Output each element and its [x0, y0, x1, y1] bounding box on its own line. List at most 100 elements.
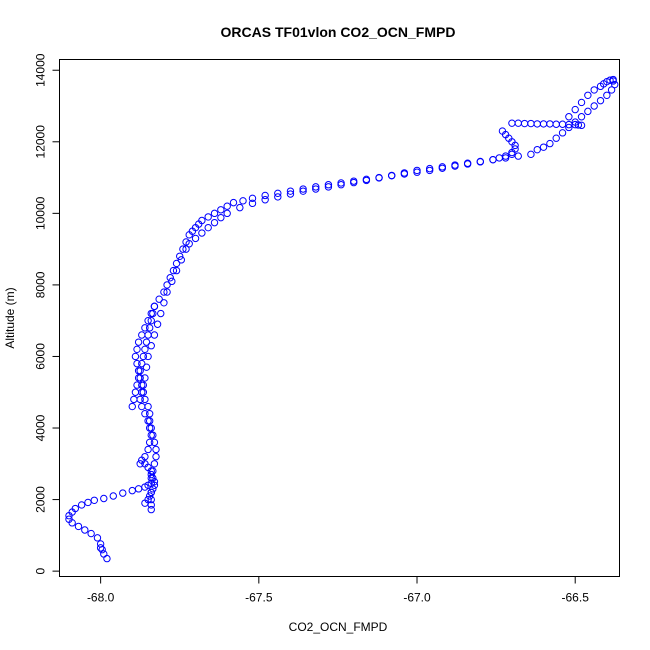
data-point	[413, 166, 421, 175]
data-points	[65, 75, 619, 563]
data-point	[239, 197, 247, 205]
data-point	[312, 183, 320, 191]
data-point	[81, 526, 89, 534]
data-point	[145, 424, 154, 432]
data-point	[584, 107, 592, 116]
data-point	[142, 363, 151, 371]
data-point	[172, 266, 181, 275]
data-point	[138, 331, 146, 339]
data-point	[498, 127, 507, 135]
data-point	[476, 157, 484, 166]
data-point	[489, 155, 497, 164]
data-point	[155, 295, 163, 303]
x-tick-label: -68.0	[87, 591, 115, 605]
data-point	[109, 492, 117, 500]
data-point	[565, 123, 573, 132]
data-point	[141, 374, 149, 382]
data-point	[527, 119, 535, 128]
data-point	[150, 438, 159, 447]
data-point	[147, 467, 155, 475]
data-point	[577, 98, 586, 107]
data-point	[150, 460, 159, 468]
data-point	[229, 198, 238, 207]
y-tick-label: 2000	[34, 486, 48, 513]
data-point	[90, 496, 99, 504]
data-point	[324, 181, 333, 189]
data-point	[400, 169, 409, 177]
data-point	[185, 240, 193, 248]
data-point	[145, 410, 154, 418]
data-point	[539, 120, 548, 128]
data-point	[590, 86, 598, 94]
data-point	[501, 154, 510, 162]
data-point	[217, 206, 225, 214]
data-point	[546, 120, 554, 128]
y-tick-label: 12000	[34, 125, 48, 159]
data-point	[609, 77, 617, 85]
data-point	[128, 402, 136, 411]
data-point	[141, 345, 149, 354]
data-point	[375, 174, 383, 182]
data-point	[74, 522, 83, 531]
data-point	[571, 118, 579, 126]
data-point	[100, 494, 108, 503]
data-point	[139, 352, 148, 361]
data-point	[149, 309, 157, 318]
data-point	[163, 281, 171, 289]
data-point	[261, 196, 269, 204]
y-tick-label: 0	[34, 567, 48, 574]
y-axis-label: Altitude (m)	[3, 287, 17, 348]
x-axis: -68.0 -67.5 -67.0 -66.5	[87, 576, 590, 605]
data-point	[138, 359, 146, 368]
data-point	[96, 540, 105, 548]
data-point	[168, 277, 176, 286]
data-point	[520, 119, 529, 128]
data-point	[71, 504, 80, 513]
data-point	[223, 209, 231, 218]
data-point	[169, 266, 178, 275]
data-point	[87, 529, 95, 538]
data-point	[514, 119, 522, 127]
data-point	[150, 331, 159, 339]
data-point	[160, 288, 168, 296]
data-point	[508, 119, 516, 127]
data-point	[261, 191, 269, 200]
data-point	[565, 113, 573, 121]
data-point	[145, 324, 154, 332]
data-point	[552, 134, 560, 142]
data-point	[147, 316, 155, 325]
data-point	[248, 199, 257, 208]
data-point	[134, 374, 143, 382]
data-point	[144, 316, 152, 325]
data-point	[558, 120, 567, 128]
data-point	[603, 91, 611, 99]
data-point	[149, 474, 157, 482]
data-point	[65, 515, 73, 523]
data-point	[552, 120, 560, 128]
data-point	[511, 145, 519, 153]
data-point	[362, 176, 371, 185]
data-point	[577, 121, 586, 130]
data-point	[144, 331, 152, 339]
data-point	[286, 187, 295, 195]
chart-title: ORCAS TF01vlon CO2_OCN_FMPD	[221, 24, 456, 40]
data-point	[223, 202, 231, 210]
data-point	[119, 489, 127, 497]
data-point	[299, 185, 307, 193]
data-point	[337, 181, 345, 189]
data-point	[96, 544, 105, 552]
data-point	[160, 299, 168, 307]
data-point	[136, 395, 144, 404]
data-point	[142, 338, 151, 346]
data-point	[130, 395, 138, 404]
data-point	[182, 245, 190, 253]
data-point	[533, 120, 541, 128]
data-point	[103, 554, 111, 563]
x-tick-label: -67.0	[403, 591, 431, 605]
y-tick-label: 14000	[34, 53, 48, 87]
data-point	[388, 171, 396, 180]
data-point	[153, 320, 162, 328]
data-point	[274, 193, 282, 201]
data-point	[533, 145, 541, 154]
x-tick-label: -66.5	[562, 591, 590, 605]
